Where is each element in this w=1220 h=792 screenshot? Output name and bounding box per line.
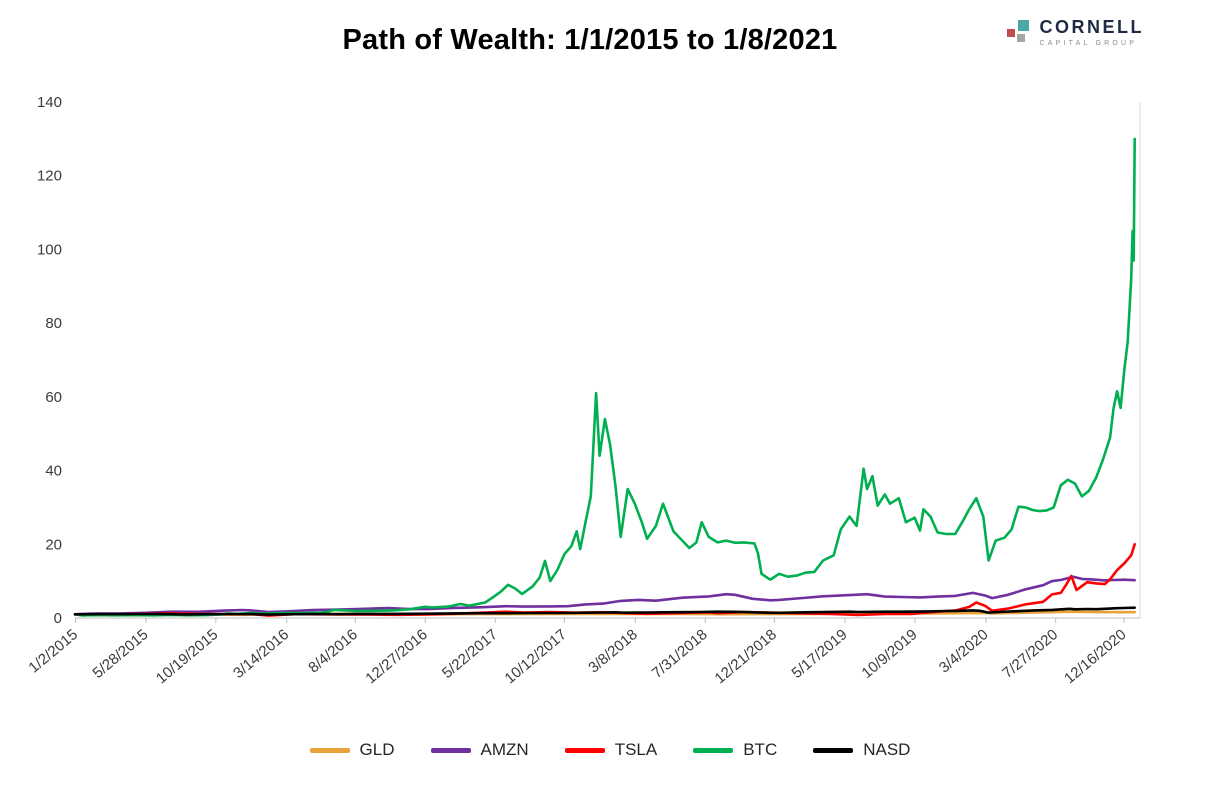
- legend-swatch-nasd: [813, 747, 854, 753]
- series-line-btc: [73, 137, 1136, 617]
- y-tick-label: 100: [37, 241, 62, 258]
- legend-item-gld: GLD: [309, 740, 395, 760]
- y-tick-label: 20: [45, 536, 62, 553]
- x-tick-label: 10/19/2015: [153, 626, 221, 687]
- x-tick-label: 8/4/2016: [305, 626, 361, 677]
- logo-text: CORNELL CAPITAL GROUP: [1040, 18, 1145, 47]
- x-tick-label: 3/8/2018: [585, 626, 641, 677]
- logo-teal-square-icon: [1017, 20, 1029, 31]
- x-tick-label: 1/2/2015: [25, 626, 81, 677]
- x-tick-label: 10/9/2019: [859, 626, 921, 682]
- legend-item-btc: BTC: [693, 740, 777, 760]
- legend-label-btc: BTC: [743, 740, 778, 759]
- y-tick-label: 40: [45, 463, 62, 480]
- x-tick-label: 10/12/2017: [502, 626, 570, 687]
- y-tick-label: 60: [45, 389, 62, 406]
- x-tick-label: 5/28/2015: [89, 626, 151, 682]
- legend-label-tsla: TSLA: [614, 740, 658, 759]
- legend-label-gld: GLD: [359, 740, 395, 759]
- x-tick-label: 12/16/2020: [1061, 626, 1129, 687]
- x-tick-label: 5/22/2017: [439, 626, 501, 682]
- x-tick-label: 5/17/2019: [788, 626, 850, 682]
- series-line-tsla: [73, 542, 1136, 617]
- legend-item-nasd: NASD: [813, 740, 910, 760]
- legend-swatch-amzn: [430, 747, 471, 753]
- path-of-wealth-line-chart: 0 20 40 60 80 100 120 140 1/2/2015 5/28/2015 10/19…: [25, 94, 1141, 687]
- y-tick-label: 120: [37, 168, 62, 185]
- legend-swatch-btc: [693, 747, 734, 753]
- logo-subtitle: CAPITAL GROUP: [1039, 39, 1138, 47]
- y-tick-label: 0: [54, 610, 62, 627]
- logo-red-square-icon: [1006, 29, 1015, 37]
- logo-gray-square-icon: [1016, 34, 1025, 42]
- x-tick-label: 7/27/2020: [999, 626, 1061, 682]
- legend-item-amzn: AMZN: [430, 740, 529, 760]
- legend-label-amzn: AMZN: [480, 740, 529, 759]
- legend-swatch-gld: [309, 747, 350, 753]
- y-tick-label: 80: [45, 315, 62, 332]
- x-tick-label: 3/14/2016: [230, 626, 292, 682]
- logo-name: CORNELL: [1039, 17, 1144, 37]
- series-line-nasd: [73, 606, 1136, 616]
- cornell-logo-mark-icon: [1006, 20, 1031, 44]
- cornell-logo: CORNELL CAPITAL GROUP: [1006, 18, 1145, 47]
- series-line-amzn: [73, 575, 1136, 616]
- x-tick-label: 12/21/2018: [712, 626, 780, 687]
- y-tick-label: 140: [37, 94, 62, 111]
- x-tick-label: 7/31/2018: [649, 626, 711, 682]
- chart-legend: GLD AMZN TSLA BTC NASD: [0, 740, 1220, 760]
- page-title: Path of Wealth: 1/1/2015 to 1/8/2021: [342, 24, 838, 56]
- legend-label-nasd: NASD: [863, 740, 911, 759]
- x-tick-label: 12/27/2016: [362, 626, 430, 687]
- legend-swatch-tsla: [564, 747, 605, 753]
- x-tick-label: 3/4/2020: [936, 626, 992, 677]
- legend-item-tsla: TSLA: [564, 740, 658, 760]
